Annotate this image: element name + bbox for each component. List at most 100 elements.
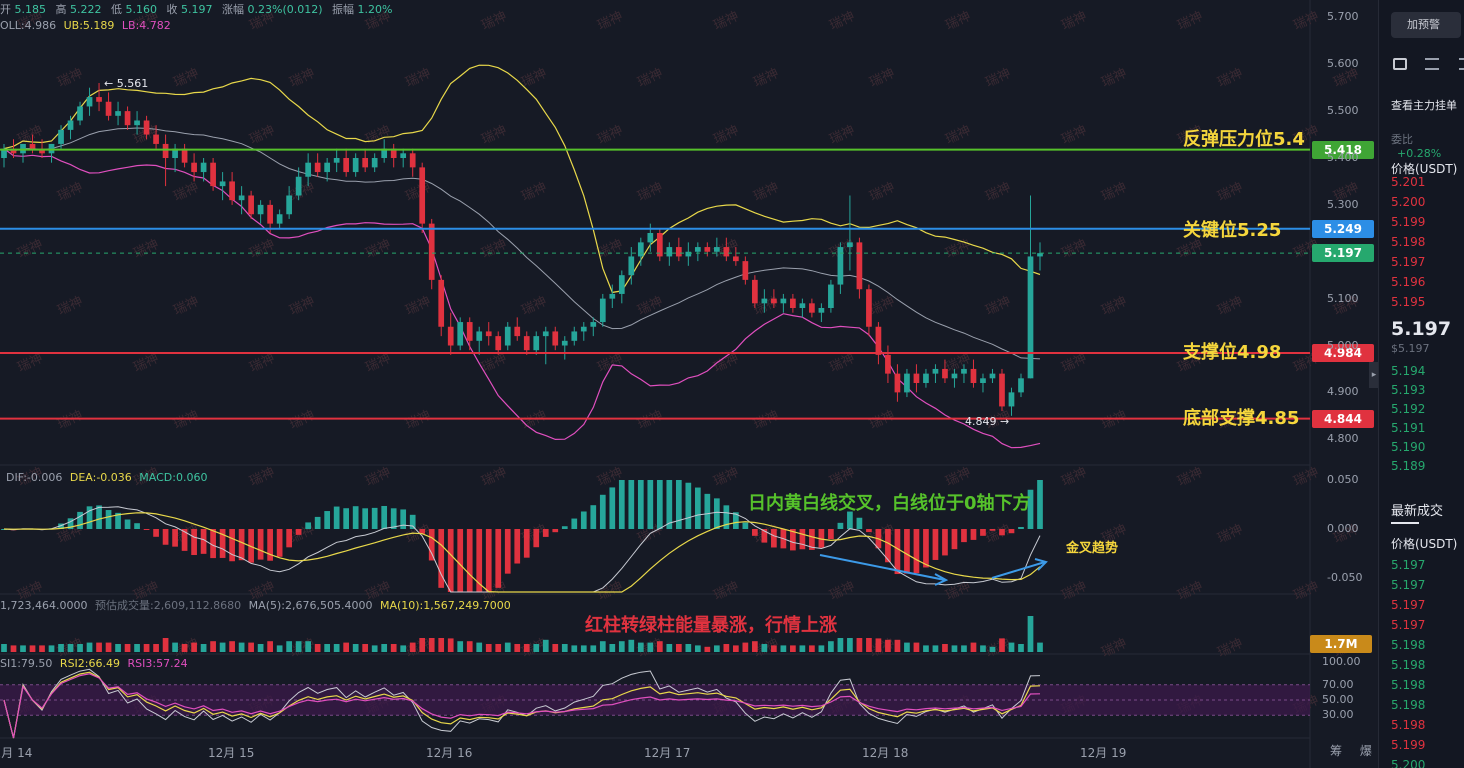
bottom-tools[interactable]: 筹 爆 — [1330, 742, 1372, 759]
macd-bar — [238, 529, 245, 561]
chart-background — [0, 0, 1378, 768]
macd-bar — [999, 529, 1005, 536]
macd-bar — [333, 506, 340, 529]
collapse-arrow-icon[interactable]: ▸ — [1369, 362, 1379, 388]
candle-body — [305, 162, 311, 177]
bid-price: 5.194 — [1391, 364, 1426, 378]
candle-body — [837, 247, 844, 285]
macd-bar — [381, 505, 388, 529]
candle-body — [400, 153, 407, 158]
macd-bar — [571, 518, 578, 529]
volume-bar — [609, 644, 616, 652]
volume-bar — [780, 645, 787, 652]
macd-bar — [124, 519, 131, 529]
macd-bar — [847, 511, 853, 529]
macd-axis-label: 0.000 — [1327, 522, 1359, 535]
support-annotation: 支撑位4.98 — [1183, 342, 1282, 363]
trades-price-header: 价格(USDT) — [1391, 537, 1458, 551]
macd-bar — [172, 529, 178, 547]
boll-readout: OLL:4.986 UB:5.189 LB:4.782 — [0, 19, 171, 32]
macd-bar — [324, 511, 331, 529]
volume-bar — [989, 646, 996, 652]
candle-body — [685, 251, 692, 257]
macd-bar — [210, 529, 216, 559]
candle-body — [1018, 378, 1024, 393]
macd-bar — [1027, 489, 1034, 529]
volume-bar — [495, 644, 502, 652]
macd-bar — [495, 529, 502, 588]
candle-body — [828, 284, 834, 308]
volume-bar — [153, 644, 159, 652]
tab-underline — [1391, 522, 1419, 524]
macd-bar — [542, 529, 549, 537]
candle-body — [409, 153, 416, 168]
volume-bar — [96, 642, 102, 652]
candle-body — [856, 242, 863, 290]
recent-trades-tab[interactable]: 最新成交 — [1391, 504, 1444, 519]
macd-bar — [590, 505, 597, 529]
ask-price: 5.198 — [1391, 235, 1426, 249]
volume-bar — [248, 642, 254, 652]
candle-body — [172, 148, 178, 158]
macd-bar — [675, 480, 682, 529]
chip-tool[interactable]: 筹 — [1330, 744, 1343, 758]
volume-bar — [238, 642, 245, 652]
volume-bar — [951, 645, 958, 652]
candle-body — [1027, 256, 1034, 379]
asks-view-icon[interactable] — [1459, 58, 1464, 70]
volume-bar — [105, 642, 112, 652]
date-label: 12月 14 — [0, 746, 33, 760]
macd-bar — [267, 529, 273, 561]
candle-body — [989, 373, 996, 379]
candle-body — [162, 143, 169, 158]
candle-body — [447, 326, 454, 346]
volume-bar — [637, 642, 644, 652]
volume-bar — [675, 644, 682, 652]
macd-bar — [143, 529, 150, 530]
rsi-axis-label: 100.00 — [1322, 655, 1361, 668]
macd-bar — [733, 512, 739, 529]
rsi-axis-label: 30.00 — [1322, 708, 1354, 722]
bids-view-icon[interactable] — [1425, 58, 1439, 70]
macd-bar — [1037, 480, 1043, 529]
volume-bar — [799, 645, 806, 652]
macd-bar — [561, 526, 568, 529]
ohlc-readout: 开 5.185 高 5.222 低 5.160 收 5.197 涨幅 0.23%… — [0, 3, 393, 16]
volume-bar — [295, 641, 302, 652]
candle-body — [704, 247, 711, 252]
candle-body — [932, 368, 939, 374]
order-book-title[interactable]: 查看主力挂单 — [1391, 99, 1457, 112]
macd-bar — [923, 529, 929, 568]
price-axis-label: 4.900 — [1327, 385, 1359, 399]
volume-bar — [771, 645, 777, 652]
volume-bar — [143, 644, 150, 652]
trade-price: 5.198 — [1391, 698, 1426, 712]
macd-bar — [637, 480, 644, 529]
volume-bar — [504, 642, 511, 652]
candle-body — [333, 158, 340, 163]
candle-body — [191, 162, 197, 173]
volume-bar — [742, 642, 749, 652]
volume-bar — [191, 642, 197, 652]
price-axis-label: 5.600 — [1327, 57, 1359, 71]
candle-body — [124, 111, 131, 126]
candle-body — [324, 162, 331, 173]
trade-price: 5.198 — [1391, 678, 1426, 692]
volume-bar — [485, 644, 492, 652]
price-axis-label: 5.700 — [1327, 10, 1359, 24]
macd-annotation: 日内黄白线交叉，白线位于0轴下方 — [748, 493, 1031, 514]
volume-bar — [419, 638, 426, 652]
volume-bar — [723, 644, 730, 652]
macd-bar — [761, 529, 768, 543]
volume-bar — [276, 645, 283, 652]
candle-body — [58, 129, 64, 144]
add-alert-button[interactable]: 加预警 — [1391, 12, 1461, 38]
boll-upper-line — [3, 64, 1041, 294]
candle-body — [1, 148, 7, 158]
liquidation-tool[interactable]: 爆 — [1359, 744, 1372, 758]
macd-bar — [980, 529, 986, 536]
orderbook-view-icon[interactable] — [1393, 58, 1407, 70]
order-book-panel: 加预警 查看主力挂单 委比 +0.28% 价格(USDT) 5.201 5.200… — [1378, 0, 1464, 768]
